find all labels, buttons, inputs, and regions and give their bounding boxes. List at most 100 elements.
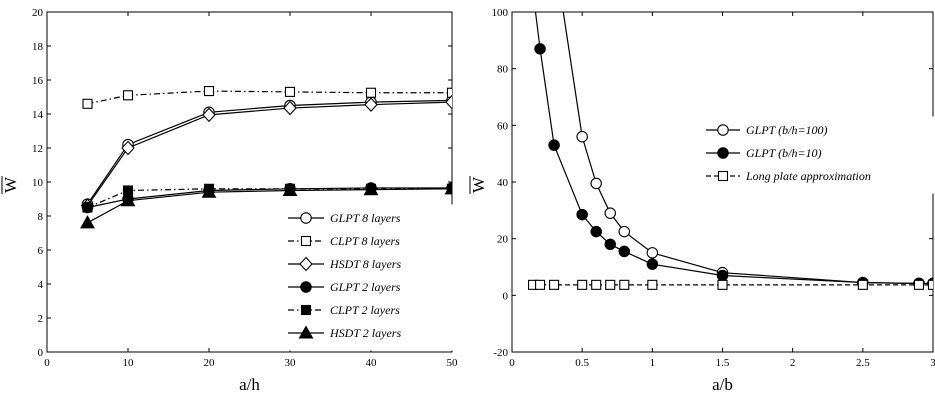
plot-area	[80, 86, 452, 229]
data-point	[364, 97, 378, 112]
data-point	[604, 207, 616, 219]
data-point	[446, 87, 452, 98]
series-3	[527, 279, 933, 290]
data-point	[534, 43, 546, 55]
series-line	[534, 12, 933, 285]
x-tick-label: 0	[509, 357, 515, 369]
series-line	[87, 188, 452, 209]
x-tick-label: 30	[285, 357, 297, 369]
y-tick-label: 60	[497, 120, 509, 132]
legend-marker	[298, 325, 314, 339]
legend-marker	[300, 235, 312, 247]
data-point	[647, 279, 658, 290]
data-point	[80, 215, 95, 229]
legend-marker	[717, 147, 729, 159]
data-point	[365, 87, 377, 98]
legend-marker	[717, 124, 729, 136]
data-point	[576, 130, 588, 143]
legend-label: GLPT (b/h=100)	[746, 123, 828, 137]
x-tick-label: 20	[204, 357, 216, 369]
y-tick-label: 0	[38, 347, 44, 359]
series-line	[87, 90, 452, 105]
y-tick-label: 80	[497, 64, 509, 76]
plot-area	[527, 12, 933, 290]
y-tick-label: 14	[32, 109, 44, 121]
data-point	[445, 94, 452, 110]
data-point	[646, 247, 659, 259]
series-6	[80, 181, 452, 229]
legend-marker	[300, 304, 312, 316]
y-tick-label: 100	[492, 7, 509, 19]
y-axis-label: W	[469, 176, 488, 193]
y-tick-label: 4	[38, 279, 44, 291]
data-point	[577, 279, 588, 290]
series-line	[87, 99, 452, 205]
y-tick-label: 40	[497, 177, 509, 189]
y-tick-label: 20	[32, 7, 44, 19]
x-tick-label: 10	[123, 357, 135, 369]
data-point	[82, 202, 93, 213]
data-point	[646, 258, 659, 270]
data-point	[548, 139, 560, 151]
data-point	[122, 90, 134, 101]
x-tick-label: 3	[930, 357, 935, 369]
data-point	[590, 177, 602, 190]
x-axis-label: a/h	[239, 375, 260, 394]
y-tick-label: 12	[32, 143, 43, 155]
data-point	[927, 279, 933, 290]
legend-label: GLPT (b/h=10)	[746, 146, 822, 160]
y-tick-label: 10	[32, 177, 44, 189]
legend-marker	[300, 281, 312, 293]
x-tick-label: 40	[366, 357, 378, 369]
data-point	[716, 269, 729, 282]
data-point	[535, 279, 546, 290]
x-tick-label: 1	[650, 357, 656, 369]
data-point	[619, 279, 630, 290]
x-tick-label: 1.5	[716, 357, 730, 369]
legend-marker	[300, 212, 312, 224]
data-point	[284, 86, 296, 97]
legend-label: GLPT 2 layers	[330, 280, 401, 294]
legend-marker	[717, 170, 729, 182]
data-point	[201, 184, 217, 198]
y-tick-label: 2	[38, 313, 44, 325]
legend-label: HSDT 8 layers	[329, 257, 401, 271]
data-point	[82, 98, 93, 109]
y-axis-label-group: W	[1, 176, 20, 194]
y-tick-label: 8	[38, 211, 44, 223]
data-point	[590, 225, 602, 238]
series-line	[87, 188, 452, 224]
legend-marker	[299, 256, 313, 272]
series-line	[87, 187, 452, 209]
legend-label: Long plate approximation	[745, 169, 871, 183]
data-point	[618, 225, 631, 238]
x-tick-label: 0	[44, 357, 50, 369]
legend-label: GLPT 8 layers	[330, 211, 401, 225]
data-point	[283, 100, 297, 116]
legend: GLPT (b/h=100) GLPT (b/h=10) Long plate ap…	[699, 116, 934, 194]
y-tick-label: 16	[32, 75, 44, 87]
data-point	[444, 181, 452, 195]
data-point	[576, 208, 588, 221]
data-point	[618, 245, 631, 258]
x-tick-label: 2.5	[856, 357, 870, 369]
data-point	[913, 279, 925, 290]
data-point	[549, 279, 560, 290]
legend-label: CLPT 8 layers	[330, 234, 400, 248]
legend-box	[281, 204, 453, 351]
y-tick-label: 20	[497, 234, 509, 246]
y-tick-label: 18	[32, 41, 44, 53]
y-axis-label: W	[1, 176, 20, 193]
data-point	[121, 140, 135, 156]
data-point	[605, 279, 616, 290]
legend-label: HSDT 2 layers	[329, 326, 401, 340]
data-point	[202, 107, 216, 123]
series-line	[87, 101, 452, 207]
data-point	[120, 193, 136, 207]
legend-label: CLPT 2 layers	[330, 303, 400, 317]
legend: GLPT 8 layers CLPT 8 layers HSDT 8 layers G…	[281, 204, 453, 351]
series-1	[81, 94, 452, 210]
y-tick-label: 0	[503, 290, 509, 302]
